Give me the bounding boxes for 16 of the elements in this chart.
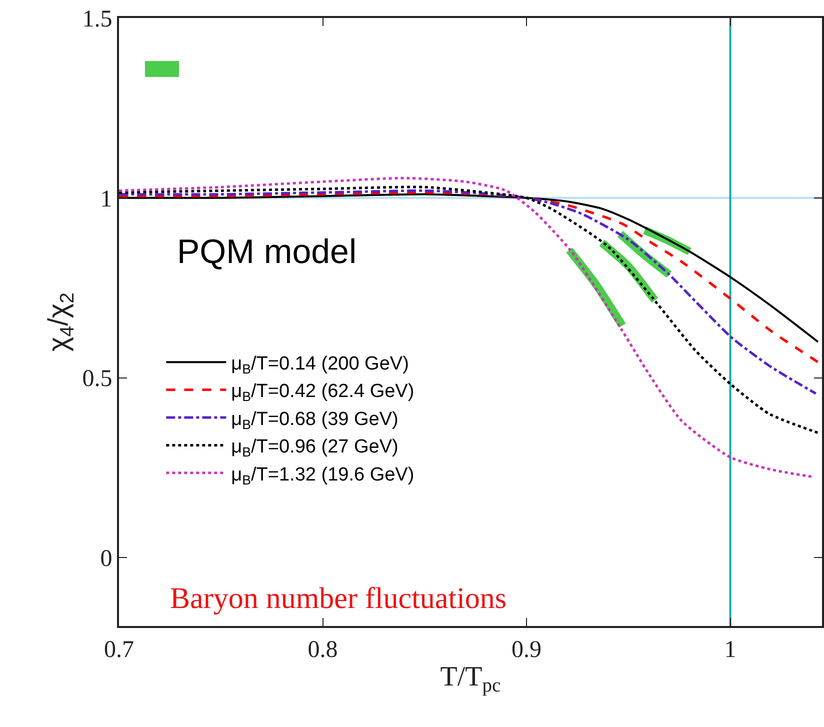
x-axis-title: T/T$_{pc}$ (440, 661, 502, 696)
legend-label: μ$_{B}$/T=0.14 (200 GeV) (231, 354, 409, 376)
legend-label: μ$_{B}$/T=1.32 (19.6 GeV) (231, 464, 414, 488)
x-tick-label: 1 (724, 636, 736, 663)
y-tick-label: 0 (100, 546, 112, 572)
y-tick-label: 1 (100, 186, 112, 212)
x-tick-label: 0.7 (104, 636, 134, 663)
x-tick-label: 0.9 (512, 636, 542, 663)
y-tick-label: 1.5 (82, 6, 112, 32)
annotation: PQM model (177, 233, 356, 271)
x-tick-label: 0.8 (308, 636, 338, 663)
y-tick-label: 0.5 (82, 366, 112, 392)
legend-label: μ$_{B}$/T=0.68 (39 GeV) (231, 408, 398, 432)
annotation: Baryon number fluctuations (170, 582, 507, 615)
legend-label: μ$_{B}$/T=0.96 (27 GeV) (231, 436, 398, 460)
legend-label: μ$_{B}$/T=0.42 (62.4 GeV) (231, 381, 414, 404)
